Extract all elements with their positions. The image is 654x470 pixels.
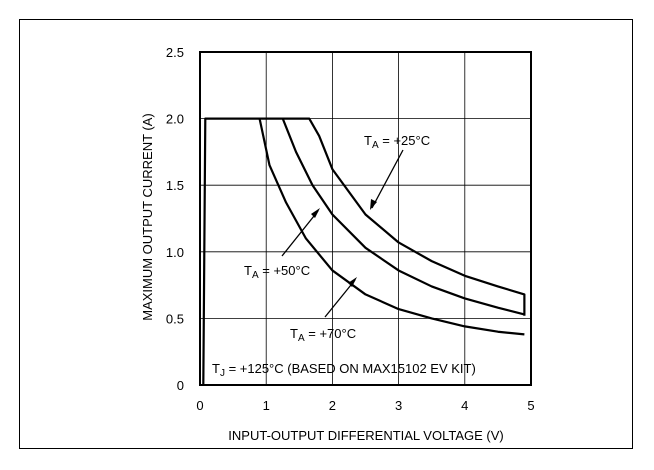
annotation-ta-25-text: = +25°C [379,133,430,148]
annotation-ta-50: TA = +50°C [244,263,310,281]
annotation-ta-25: TA = +25°C [364,133,430,151]
x-tick-label-4: 4 [461,398,468,413]
series-line-1 [281,118,525,316]
annotation-ta-25-subscript: A [372,140,379,151]
y-tick-label-4: 2.0 [166,112,184,127]
grid [200,52,531,385]
annotation-ta-25-symbol: T [364,133,372,148]
annotation-tj-symbol: T [212,361,220,376]
annotation-arrow-25 [371,149,404,209]
annotation-arrowhead-25 [370,199,377,210]
y-axis-label: MAXIMUM OUTPUT CURRENT (A) [140,113,155,321]
y-tick-label-3: 1.5 [166,178,184,193]
annotation-arrowhead-70 [348,277,357,287]
x-tick-label-3: 3 [395,398,402,413]
x-axis-label: INPUT-OUTPUT DIFFERENTIAL VOLTAGE (V) [228,428,503,443]
annotation-tj: TJ = +125°C (BASED ON MAX15102 EV KIT) [212,361,476,379]
annotation-arrow-70 [324,279,356,318]
annotation-ta-70-symbol: T [290,326,298,341]
series-line-2 [258,118,525,336]
tick-labels: 0 1 2 3 4 5 0 0.5 1.0 1.5 2.0 2.5 [166,45,535,413]
annotation-tj-text: = +125°C (BASED ON MAX15102 EV KIT) [225,361,476,376]
annotation-arrowhead-50 [311,208,320,218]
annotation-arrow-50 [281,210,319,257]
y-tick-label-1: 0.5 [166,311,184,326]
x-tick-label-2: 2 [329,398,336,413]
plot-border [199,51,532,386]
series-line-0 [202,117,526,386]
annotation-ta-50-text: = +50°C [259,263,310,278]
annotation-ta-50-symbol: T [244,263,252,278]
y-tick-label-2: 1.0 [166,245,184,260]
y-tick-label-5: 2.5 [166,45,184,60]
x-tick-label-0: 0 [196,398,203,413]
annotation-tj-subscript: J [220,368,225,379]
y-tick-label-0: 0 [177,378,184,393]
x-tick-label-5: 5 [527,398,534,413]
annotation-ta-70-subscript: A [298,333,305,344]
figure-frame [19,19,633,449]
x-tick-label-1: 1 [263,398,270,413]
annotation-ta-50-subscript: A [252,270,259,281]
annotation-ta-70-text: = +70°C [305,326,356,341]
curves [202,117,526,386]
annotation-ta-70: TA = +70°C [290,326,356,344]
